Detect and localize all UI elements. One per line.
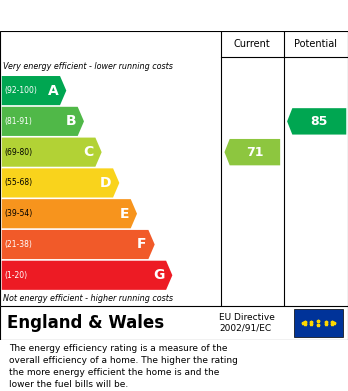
Polygon shape <box>2 107 84 136</box>
Text: F: F <box>137 237 147 251</box>
Text: A: A <box>48 84 58 98</box>
Polygon shape <box>2 261 172 290</box>
Text: B: B <box>65 115 76 128</box>
Text: (55-68): (55-68) <box>4 178 32 187</box>
Text: Potential: Potential <box>294 39 337 49</box>
Text: 85: 85 <box>311 115 328 128</box>
Text: (69-80): (69-80) <box>4 148 32 157</box>
Text: The energy efficiency rating is a measure of the
overall efficiency of a home. T: The energy efficiency rating is a measur… <box>9 344 238 389</box>
Text: (81-91): (81-91) <box>4 117 32 126</box>
Bar <box>294 308 343 337</box>
Text: (21-38): (21-38) <box>4 240 32 249</box>
Polygon shape <box>2 138 102 167</box>
Text: Not energy efficient - higher running costs: Not energy efficient - higher running co… <box>3 294 174 303</box>
Text: England & Wales: England & Wales <box>7 314 164 332</box>
Text: Energy Efficiency Rating: Energy Efficiency Rating <box>9 8 219 23</box>
Text: D: D <box>100 176 111 190</box>
Polygon shape <box>2 169 119 197</box>
Text: Current: Current <box>234 39 271 49</box>
Text: (39-54): (39-54) <box>4 209 32 218</box>
Text: Very energy efficient - lower running costs: Very energy efficient - lower running co… <box>3 62 173 71</box>
Polygon shape <box>2 230 155 259</box>
Text: EU Directive
2002/91/EC: EU Directive 2002/91/EC <box>219 313 275 333</box>
Polygon shape <box>287 108 346 135</box>
Text: C: C <box>84 145 94 159</box>
Polygon shape <box>2 199 137 228</box>
Polygon shape <box>224 139 280 165</box>
Text: G: G <box>153 268 164 282</box>
Text: (92-100): (92-100) <box>4 86 37 95</box>
Polygon shape <box>2 76 66 105</box>
Text: (1-20): (1-20) <box>4 271 27 280</box>
Text: E: E <box>119 207 129 221</box>
Text: 71: 71 <box>246 146 264 159</box>
